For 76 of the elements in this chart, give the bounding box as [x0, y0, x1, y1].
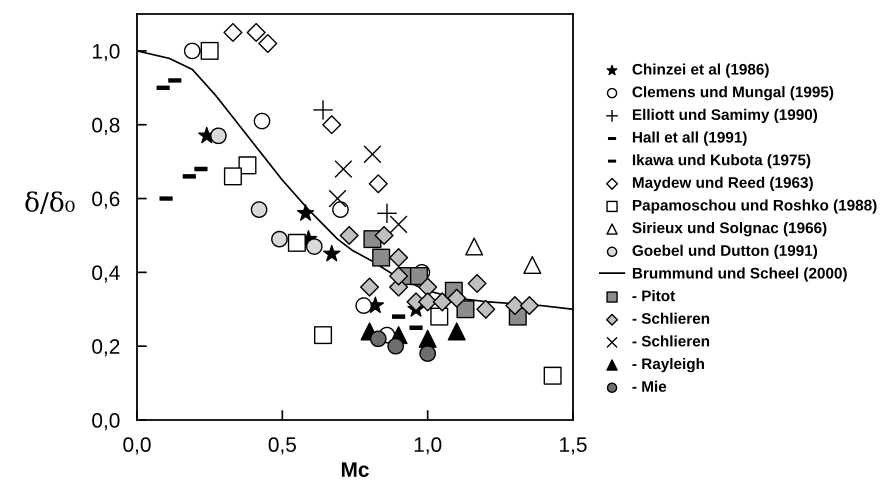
- point: [432, 292, 452, 312]
- legend-label: Maydew und Reed (1963): [632, 176, 813, 191]
- point: [334, 160, 352, 178]
- point: [368, 174, 388, 194]
- point: [410, 267, 428, 286]
- point: [465, 238, 484, 256]
- legend-label: Ikawa und Kubota (1975): [632, 154, 810, 168]
- point: [223, 22, 242, 42]
- point: [355, 297, 372, 314]
- y-axis-title: δ/δ₀: [25, 191, 75, 214]
- x-tick-label: 0,5: [268, 437, 296, 454]
- point: [250, 201, 268, 218]
- point: [322, 115, 342, 134]
- legend-label: Brummund und Scheel (2000): [632, 267, 847, 282]
- point: [447, 288, 466, 308]
- legend-label: - Pitot: [632, 290, 675, 302]
- point: [389, 248, 408, 268]
- x-tick-label: 1,5: [560, 437, 587, 454]
- point: [363, 145, 382, 164]
- y-tick-label: 0,8: [92, 118, 120, 135]
- point: [476, 300, 496, 319]
- point: [332, 201, 349, 218]
- y-tick-label: 0,2: [92, 339, 120, 356]
- point: [418, 330, 437, 348]
- legend-label: Chinzei et al (1986): [632, 63, 769, 78]
- point: [271, 230, 288, 248]
- legend-label: Goebel und Dutton (1991): [632, 244, 818, 259]
- point: [340, 226, 359, 245]
- point: [544, 366, 562, 385]
- point: [314, 326, 332, 344]
- legend-label: Elliott und Samimy (1990): [632, 108, 818, 124]
- legend-label: Clemens und Mungal (1995): [632, 86, 834, 100]
- x-axis-title: Mc: [342, 462, 369, 477]
- point: [323, 244, 340, 262]
- point: [258, 34, 278, 54]
- point: [374, 226, 394, 245]
- x-tick-label: 1,0: [414, 437, 442, 454]
- point: [238, 156, 256, 174]
- y-tick-label: 1,0: [92, 44, 120, 62]
- x-tick-label: 0,0: [123, 437, 151, 454]
- point: [468, 274, 487, 293]
- point: [254, 112, 270, 130]
- point: [430, 308, 448, 326]
- point: [389, 266, 408, 286]
- point: [288, 234, 306, 252]
- point: [184, 42, 201, 60]
- y-tick-label: 0,6: [92, 192, 120, 209]
- point: [312, 100, 334, 120]
- point: [520, 296, 539, 316]
- point: [370, 330, 387, 348]
- legend-label: Hall et all (1991): [632, 131, 747, 146]
- point: [505, 296, 524, 316]
- point: [390, 215, 408, 234]
- point: [448, 322, 466, 340]
- legend-label: - Schlieren: [632, 312, 710, 324]
- point: [387, 338, 404, 355]
- point: [296, 204, 314, 221]
- point: [523, 256, 542, 274]
- point: [246, 22, 266, 42]
- y-tick-label: 0,0: [92, 413, 120, 430]
- legend-label: - Schlieren: [632, 335, 710, 347]
- point: [210, 127, 227, 144]
- legend-label: - Rayleigh: [632, 358, 704, 372]
- y-tick-label: 0,4: [92, 265, 120, 283]
- legend-label: Sirieux und Solgnac (1966): [632, 222, 826, 236]
- legend-label: Papamoschou und Roshko (1988): [632, 199, 876, 214]
- point: [419, 345, 436, 362]
- point: [376, 202, 398, 224]
- point: [306, 238, 323, 255]
- point: [456, 300, 474, 318]
- legend-label: - Mie: [632, 380, 666, 392]
- point: [372, 248, 390, 267]
- point: [328, 190, 347, 208]
- point: [224, 167, 242, 186]
- point: [200, 42, 219, 60]
- point: [360, 278, 380, 297]
